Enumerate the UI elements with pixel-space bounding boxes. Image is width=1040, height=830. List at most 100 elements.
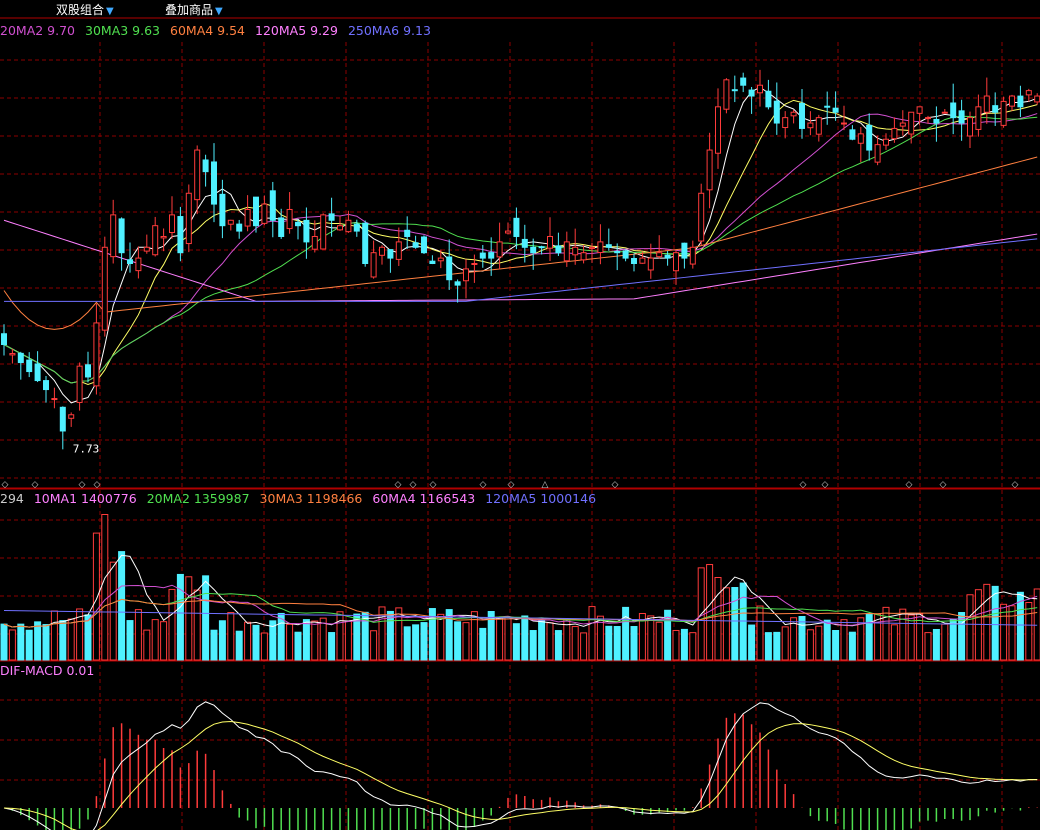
candle-body <box>227 219 234 225</box>
volume-bar <box>235 630 243 661</box>
volume-bar <box>462 622 470 661</box>
volume-bar <box>605 625 613 661</box>
candle-body <box>664 254 671 259</box>
volume-bar <box>764 632 772 661</box>
dif-line <box>3 701 1038 830</box>
volume-bar <box>8 629 16 661</box>
signal-marker: ◇ <box>508 480 515 490</box>
signal-marker: ◇ <box>430 480 437 490</box>
volume-bar <box>412 624 420 661</box>
candle-body <box>143 246 150 252</box>
candle-body <box>185 192 192 245</box>
candle-body <box>152 225 159 256</box>
volume-bar <box>672 629 680 661</box>
volume-bar <box>252 624 260 661</box>
candle-body <box>647 257 654 271</box>
dea-line <box>3 720 1038 830</box>
volume-bar <box>134 609 142 661</box>
macd-legend-item: DIF-MACD 0.01 <box>0 663 95 678</box>
candle-body <box>706 149 713 191</box>
volume-bar <box>680 628 688 661</box>
candle-body <box>547 235 553 249</box>
candle-body <box>916 106 923 114</box>
candle-body <box>118 218 125 254</box>
candle-body <box>874 144 881 163</box>
overlay-product-label: 叠加商品 <box>165 3 214 17</box>
volume-bar <box>655 621 663 661</box>
candle-body <box>824 105 831 108</box>
volume-bar <box>0 623 8 661</box>
volume-bar <box>1000 603 1008 661</box>
candle-body <box>815 117 822 135</box>
volume-bar <box>538 620 546 661</box>
volume-bar <box>907 614 915 661</box>
volume-bar <box>874 613 882 661</box>
candle-body <box>236 223 243 232</box>
candle-body <box>555 245 562 254</box>
candle-body <box>421 236 427 254</box>
candle-body <box>925 117 931 120</box>
volume-bar <box>479 627 487 661</box>
volume-bar <box>210 629 218 661</box>
volume-bar <box>554 630 562 661</box>
volume-bar <box>706 564 714 661</box>
candle-body <box>169 214 175 234</box>
volume-bar <box>344 620 352 661</box>
volume-ma-legend: 294 10MA1 1400776 20MA2 1359987 30MA3 11984… <box>0 491 1040 507</box>
volume-bar <box>227 612 235 661</box>
volume-bar <box>336 611 344 661</box>
candle-body <box>631 258 637 264</box>
volume-bar <box>437 613 445 661</box>
volume-legend-item: 10MA1 1400776 <box>33 491 137 506</box>
price-ma-legend: 20MA2 9.70 30MA3 9.63 60MA4 9.54 120MA5 9.2… <box>0 23 1040 39</box>
candle-body <box>337 225 343 231</box>
macd-panel <box>3 701 1038 830</box>
candle-body <box>899 122 906 127</box>
candle-body <box>740 77 747 86</box>
volume-bar <box>420 622 428 661</box>
volume-bar <box>218 620 226 661</box>
toolbar: 双股组合 ▼ 叠加商品 ▼ <box>0 0 1040 18</box>
volume-bar <box>151 619 159 661</box>
volume-legend-item: 120MA5 1000146 <box>485 491 597 506</box>
price-legend-item: 120MA5 9.29 <box>255 23 338 38</box>
volume-bar <box>395 607 403 661</box>
signal-marker: ◇ <box>480 480 487 490</box>
candle-body <box>345 219 352 233</box>
volume-bar <box>1025 602 1033 661</box>
candle-body <box>967 117 973 137</box>
candle-body <box>975 106 982 130</box>
macd-legend: DIF-MACD 0.01 <box>0 663 1040 679</box>
volume-bar <box>470 611 478 661</box>
dropdown-arrow-icon: ▼ <box>215 6 223 17</box>
candle-body <box>93 322 100 387</box>
candle-body <box>202 159 209 173</box>
volume-bar <box>59 620 67 661</box>
volume-bar <box>890 624 898 661</box>
ma30-line <box>3 115 1038 384</box>
volume-bar <box>244 621 252 661</box>
candle-body <box>43 380 49 391</box>
candle-body <box>362 222 369 264</box>
volume-bar <box>454 621 462 661</box>
candle-body <box>832 107 839 113</box>
candle-body <box>9 353 16 356</box>
candle-body <box>194 149 201 201</box>
volume-ma-line <box>3 598 1038 628</box>
candle-body <box>51 398 58 401</box>
dual-stock-combo-menu[interactable]: 双股组合 ▼ <box>56 1 114 18</box>
candle-body <box>992 105 999 113</box>
volume-bar <box>823 619 831 661</box>
volume-legend-item: 60MA4 1166543 <box>372 491 476 506</box>
candle-body <box>563 241 570 262</box>
candle-body <box>160 235 167 239</box>
candle-body <box>404 229 411 237</box>
overlay-product-menu[interactable]: 叠加商品 ▼ <box>165 1 223 18</box>
candle-body <box>849 129 856 140</box>
candle-body <box>412 242 419 248</box>
candle-body <box>437 257 444 262</box>
volume-bar <box>865 613 873 661</box>
candle-body <box>723 79 730 110</box>
signal-marker: △ <box>542 480 549 490</box>
candle-body <box>883 138 889 146</box>
